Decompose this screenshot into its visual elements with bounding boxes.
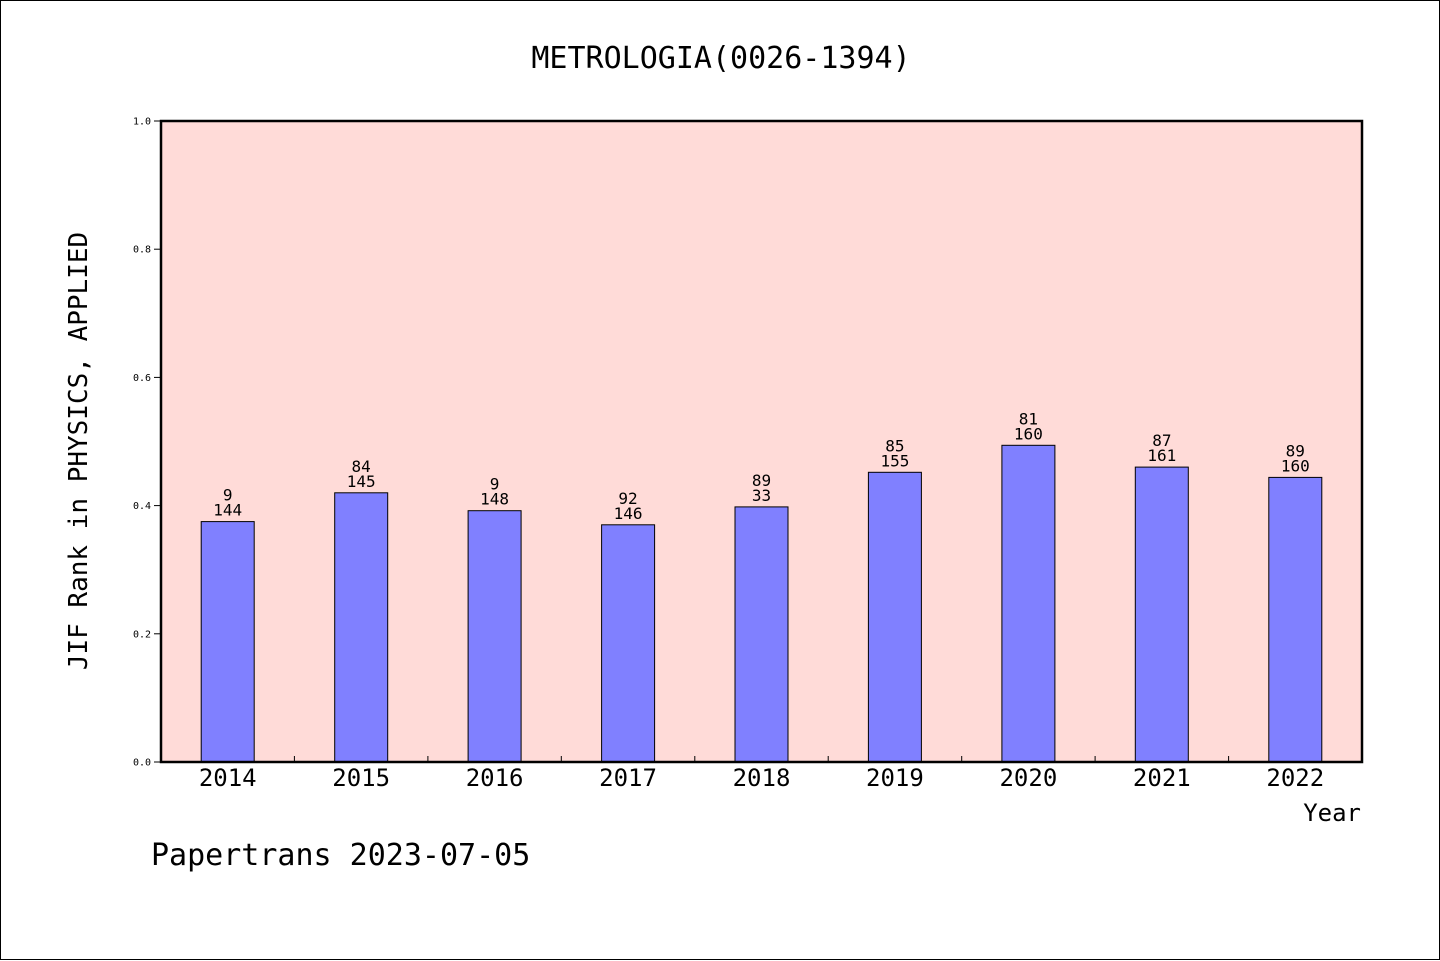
bar-2015 bbox=[334, 492, 389, 763]
y-tick-label-3: 0.6 bbox=[133, 373, 151, 384]
bar-total-label-2019: 155 bbox=[880, 451, 909, 470]
chart-title: METROLOGIA(0026-1394) bbox=[531, 41, 910, 76]
x-tick-label-2016: 2016 bbox=[466, 764, 524, 792]
x-tick-label-2015: 2015 bbox=[332, 764, 390, 792]
bar-2019 bbox=[867, 471, 922, 763]
bar-2021 bbox=[1134, 466, 1189, 763]
bar-2014 bbox=[200, 521, 255, 763]
bar-rank-label-2018: 89 bbox=[752, 471, 771, 490]
bar-rank-label-2017: 92 bbox=[618, 489, 637, 508]
y-axis-label: JIF Rank in PHYSICS, APPLIED bbox=[64, 232, 94, 670]
bar-2017 bbox=[601, 524, 656, 763]
bar-total-label-2015: 145 bbox=[347, 472, 376, 491]
x-tick-label-2019: 2019 bbox=[866, 764, 924, 792]
bar-rank-label-2021: 87 bbox=[1152, 431, 1171, 450]
bar-rank-label-2019: 85 bbox=[885, 436, 904, 455]
y-tick-label-5: 1.0 bbox=[133, 117, 151, 128]
axis-ticks: 2014 2015 2016 2017 2018 2019 2020 2021 2022 0.0 0… bbox=[133, 117, 1324, 793]
bar-2022 bbox=[1268, 476, 1323, 763]
x-tick-label-2014: 2014 bbox=[199, 764, 257, 792]
y-tick-label-2: 0.4 bbox=[133, 501, 151, 512]
y-tick-label-0: 0.0 bbox=[133, 758, 151, 769]
x-tick-label-2017: 2017 bbox=[599, 764, 657, 792]
bar-rank-label-2022: 89 bbox=[1286, 441, 1305, 460]
x-tick-label-2022: 2022 bbox=[1266, 764, 1324, 792]
bar-total-label-2016: 148 bbox=[480, 490, 509, 509]
footer-text: Papertrans 2023-07-05 bbox=[151, 838, 530, 873]
bar-total-label-2020: 160 bbox=[1014, 424, 1043, 443]
bar-total-label-2014: 144 bbox=[213, 501, 242, 520]
bar-rank-label-2020: 81 bbox=[1019, 409, 1038, 428]
bar-total-label-2021: 161 bbox=[1147, 446, 1176, 465]
bar-2020 bbox=[1001, 444, 1056, 763]
x-tick-label-2018: 2018 bbox=[733, 764, 791, 792]
x-axis-label: Year bbox=[1303, 799, 1361, 827]
x-tick-label-2020: 2020 bbox=[999, 764, 1057, 792]
bar-2018 bbox=[734, 506, 789, 763]
bar-total-label-2022: 160 bbox=[1281, 456, 1310, 475]
bar-2016 bbox=[467, 510, 522, 763]
plot-border bbox=[159, 119, 1364, 764]
bar-rank-label-2014: 9 bbox=[223, 486, 233, 505]
bar-total-label-2017: 146 bbox=[614, 504, 643, 523]
bar-rank-label-2016: 9 bbox=[490, 475, 500, 494]
y-tick-label-4: 0.8 bbox=[133, 245, 151, 256]
x-tick-label-2021: 2021 bbox=[1133, 764, 1191, 792]
y-tick-label-1: 0.2 bbox=[133, 629, 151, 640]
bar-rank-label-2015: 84 bbox=[352, 457, 371, 476]
bar-total-label-2018: 33 bbox=[752, 486, 771, 505]
